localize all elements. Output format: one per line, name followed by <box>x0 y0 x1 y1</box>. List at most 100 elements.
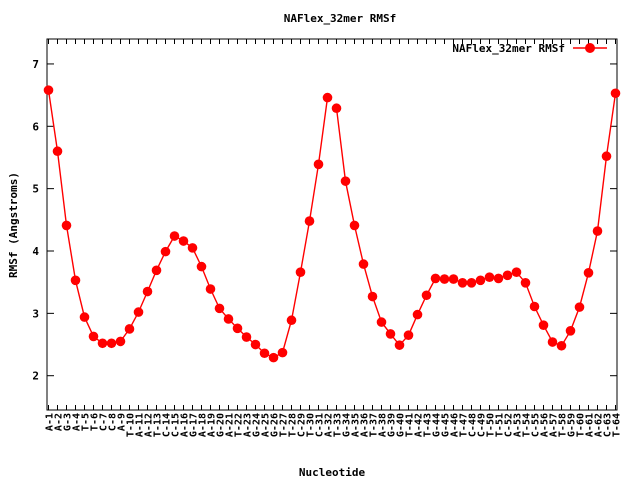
data-point <box>574 302 585 312</box>
x-tick-label: T-13 <box>153 413 164 437</box>
x-tick-label: T-50 <box>486 413 497 437</box>
x-tick-label: A-18 <box>198 413 209 437</box>
x-tick-label: A-35 <box>351 413 362 437</box>
y-axis-label: RMSf (Angstroms) <box>7 172 20 278</box>
x-tick-label: T-5 <box>81 413 92 431</box>
x-tick-label: A-1 <box>45 413 56 431</box>
data-point <box>286 315 297 326</box>
data-point <box>484 272 495 282</box>
x-tick-label: G-45 <box>441 413 452 437</box>
x-tick-label: A-11 <box>135 413 146 437</box>
x-tick-label: A-38 <box>378 413 389 437</box>
data-point <box>583 268 594 278</box>
data-point <box>241 332 252 342</box>
legend: NAFlex_32mer RMSf <box>452 42 607 55</box>
data-point <box>277 347 288 358</box>
x-tick-label: A-4 <box>72 413 83 431</box>
data-point <box>466 278 477 288</box>
x-tick-label: G-20 <box>216 413 227 437</box>
x-tick-label: C-55 <box>531 413 542 437</box>
x-axis-label: Nucleotide <box>299 466 366 479</box>
data-point <box>412 309 423 320</box>
data-point <box>367 291 378 302</box>
x-tick-label: A-46 <box>450 413 461 437</box>
x-tick-label: T-30 <box>306 413 317 437</box>
data-point <box>214 303 225 314</box>
x-tick-label: A-32 <box>324 413 335 437</box>
data-point <box>601 151 612 162</box>
x-tick-label: T-27 <box>279 413 290 437</box>
data-point <box>268 352 279 363</box>
x-tick-label: C-29 <box>297 413 308 437</box>
x-tick-label: T-51 <box>495 413 506 437</box>
x-tick-label: A-23 <box>243 413 254 437</box>
y-tick-label: 2 <box>32 370 39 383</box>
x-tick-label: C-7 <box>99 413 110 431</box>
x-tick-label: A-62 <box>594 413 605 437</box>
data-point <box>133 307 144 317</box>
legend-marker <box>585 43 595 53</box>
data-point <box>547 337 558 347</box>
data-point <box>205 284 216 294</box>
series-line <box>335 93 617 347</box>
y-tick-label: 6 <box>32 120 39 133</box>
x-tick-label: C-52 <box>504 413 515 437</box>
x-tick-label: T-64 <box>612 413 623 437</box>
data-point <box>115 336 126 347</box>
data-point <box>160 246 171 257</box>
x-tick-label: T-22 <box>234 413 245 437</box>
series-line <box>47 89 329 359</box>
data-point <box>394 340 405 350</box>
data-point <box>520 278 531 288</box>
x-tick-label: A-19 <box>207 413 218 437</box>
data-point <box>61 220 72 231</box>
data-point <box>88 331 99 342</box>
data-point <box>304 216 315 226</box>
x-tick-label: A-12 <box>144 413 155 437</box>
data-point <box>610 88 621 99</box>
x-axis-ticks: A-1A-2G-3A-4T-5T-6C-7C-8A-9T-10A-11A-12T… <box>45 39 623 437</box>
x-tick-label: C-14 <box>162 413 173 437</box>
data-point <box>43 85 54 95</box>
x-tick-label: T-37 <box>369 413 380 437</box>
series-group <box>43 85 621 363</box>
chart-title: NAFlex_32mer RMSf <box>284 12 397 25</box>
data-point <box>511 267 522 278</box>
data-point <box>106 338 117 349</box>
x-tick-label: G-3 <box>63 413 74 431</box>
data-point <box>142 286 153 297</box>
data-point <box>124 324 135 334</box>
x-tick-label: A-42 <box>414 413 425 437</box>
x-tick-label: A-61 <box>585 413 596 437</box>
data-point <box>538 320 549 331</box>
data-point <box>70 275 81 286</box>
data-point <box>340 176 351 186</box>
data-point <box>421 290 432 301</box>
data-point <box>313 159 324 170</box>
x-tick-label: T-28 <box>288 413 299 437</box>
y-tick-label: 4 <box>32 245 39 258</box>
x-tick-label: A-9 <box>117 413 128 431</box>
x-tick-label: T-33 <box>333 413 344 437</box>
x-tick-label: T-6 <box>90 413 101 431</box>
x-tick-label: C-31 <box>315 413 326 437</box>
data-point <box>97 338 108 349</box>
data-point <box>376 317 387 327</box>
data-point <box>232 323 243 334</box>
plot-frame <box>46 38 618 411</box>
data-point <box>196 261 207 272</box>
x-tick-label: G-59 <box>567 413 578 437</box>
x-tick-label: A-57 <box>549 413 560 437</box>
data-point <box>403 330 414 340</box>
x-tick-label: A-21 <box>225 413 236 437</box>
x-tick-label: A-56 <box>540 413 551 437</box>
data-point <box>448 274 459 284</box>
data-point <box>430 273 441 284</box>
x-tick-label: C-8 <box>108 413 119 431</box>
data-point <box>52 146 63 157</box>
data-point <box>178 236 189 246</box>
x-tick-label: G-17 <box>189 413 200 437</box>
legend-label: NAFlex_32mer RMSf <box>452 42 565 55</box>
data-point <box>259 348 270 359</box>
